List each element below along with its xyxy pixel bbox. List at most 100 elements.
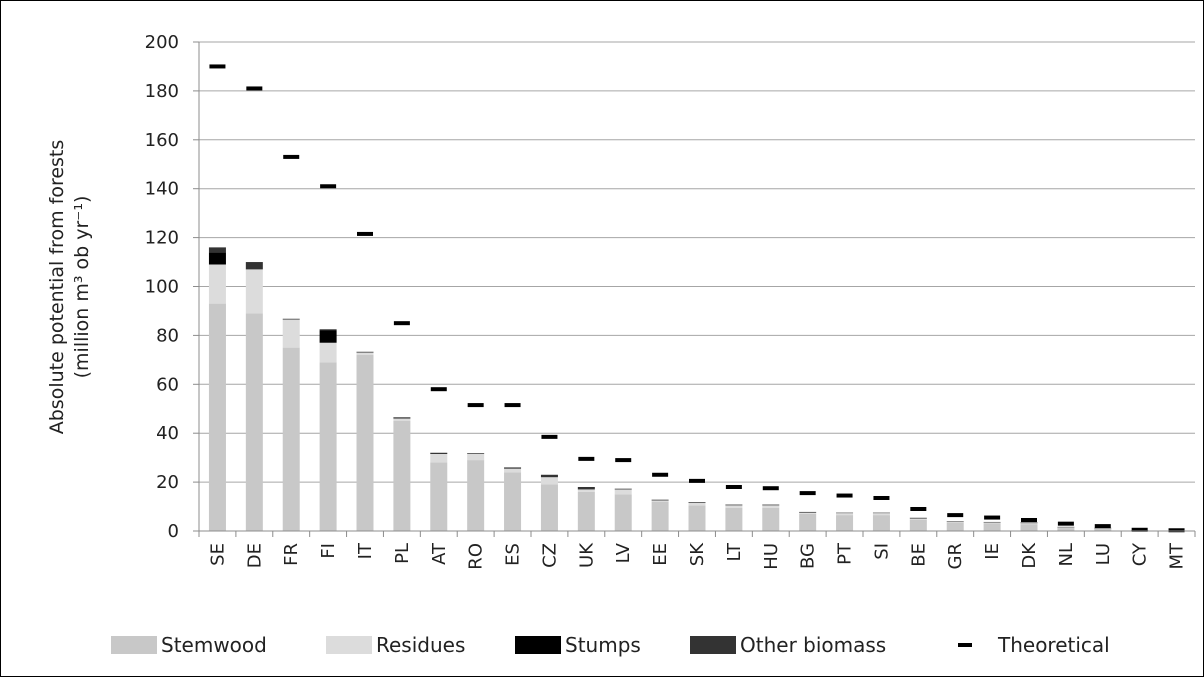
bar-other-biomass: [799, 511, 817, 513]
x-tick-label: PT: [835, 542, 856, 565]
bar-residues: [540, 477, 558, 485]
bar-other-biomass: [1057, 526, 1075, 528]
bar-other-biomass: [983, 521, 1001, 523]
bar-stemwood: [319, 362, 337, 531]
bar-stemwood: [393, 420, 411, 531]
bar-stemwood: [504, 472, 522, 531]
legend-swatch-stemwood: [111, 636, 157, 654]
x-tick-label: HU: [761, 543, 782, 570]
y-tick-label: 200: [145, 32, 179, 53]
theoretical-marker: [1021, 517, 1037, 522]
bar-residues: [208, 264, 226, 304]
bar-other-biomass: [282, 318, 300, 320]
theoretical-marker: [209, 64, 226, 69]
y-tick-label: 120: [145, 228, 179, 249]
bar-stemwood: [762, 507, 780, 531]
bar-stemwood: [577, 491, 595, 531]
theoretical-marker: [1131, 527, 1148, 532]
bar-other-biomass: [1020, 522, 1038, 524]
y-tick-label: 0: [168, 521, 179, 542]
bar-residues: [393, 418, 411, 421]
legend-label-other-biomass: Other biomass: [740, 633, 886, 657]
bar-residues: [836, 513, 854, 516]
y-tick-label: 100: [145, 277, 179, 298]
bar-other-biomass: [208, 247, 226, 253]
bar-residues: [799, 512, 817, 514]
theoretical-marker: [578, 456, 595, 461]
bar-stemwood: [356, 354, 374, 531]
y-tick-labels: 0 20 40 60 80 100 120 140 160 180 200: [145, 32, 179, 542]
bar-stemwood: [946, 522, 964, 531]
theoretical-marker: [1168, 528, 1185, 533]
bar-stemwood: [430, 462, 448, 531]
bar-residues: [983, 522, 1001, 524]
bar-residues: [245, 269, 263, 314]
legend-label-theoretical: Theoretical: [997, 633, 1110, 657]
y-tick-label: 20: [156, 472, 179, 493]
theoretical-marker: [541, 434, 558, 439]
legend-swatch-stumps: [515, 636, 561, 654]
x-tick-label: PL: [392, 543, 413, 564]
gridlines: [199, 41, 1195, 483]
legend-label-stemwood: Stemwood: [161, 633, 267, 657]
x-tick-label: FR: [281, 543, 302, 566]
theoretical-marker: [393, 321, 410, 326]
legend-swatch-other-biomass: [690, 636, 736, 654]
x-tick-label: FI: [318, 543, 339, 559]
bar-stemwood: [1057, 528, 1075, 531]
bar-residues: [1057, 527, 1075, 529]
bar-stemwood: [799, 513, 817, 531]
legend: Stemwood Residues Stumps Other biomass Theor…: [111, 633, 1110, 657]
bar-stemwood: [1094, 529, 1112, 531]
legend-swatch-theoretical: [958, 643, 972, 647]
x-tick-labels: SE DE FR FI IT PL AT RO ES CZ UK LV EE SK LT HU BG PT SI BE…: [207, 542, 1187, 570]
theoretical-marker: [615, 458, 632, 463]
bar-stumps: [319, 330, 337, 343]
bar-stemwood: [836, 515, 854, 531]
x-tick-label: IE: [982, 543, 1003, 560]
x-tick-label: SE: [207, 543, 228, 566]
legend-label-stumps: Stumps: [565, 633, 641, 657]
x-tick-label: CY: [1130, 542, 1151, 566]
axes: [193, 41, 1196, 537]
x-tick-label: RO: [466, 543, 487, 570]
bar-other-biomass: [872, 512, 890, 514]
theoretical-marker: [246, 86, 263, 91]
y-axis-label-units: (million m³ ob yr⁻¹): [71, 196, 93, 379]
x-tick-label: NL: [1056, 543, 1077, 567]
x-tick-label: BE: [908, 543, 929, 567]
bar-residues: [946, 521, 964, 523]
bar-other-biomass: [688, 502, 706, 503]
y-tick-label: 40: [156, 423, 179, 444]
bar-other-biomass: [909, 517, 927, 519]
x-tick-label: LT: [724, 542, 745, 562]
x-tick-label: UK: [576, 542, 597, 568]
x-tick-label: CZ: [539, 543, 560, 568]
bar-residues: [688, 502, 706, 506]
bar-other-biomass: [356, 351, 374, 353]
theoretical-marker: [1057, 521, 1074, 526]
bar-other-biomass: [725, 504, 743, 506]
theoretical-marker: [799, 491, 816, 496]
theoretical-marker: [836, 493, 853, 498]
x-tick-label: SK: [687, 542, 708, 566]
bar-other-biomass: [430, 452, 448, 454]
bar-stemwood: [1020, 524, 1038, 531]
bar-other-biomass: [467, 453, 485, 454]
bar-residues: [467, 453, 485, 461]
bar-residues: [762, 505, 780, 508]
x-tick-label: MT: [1167, 542, 1188, 570]
theoretical-marker: [467, 403, 484, 408]
x-tick-label: SI: [871, 543, 892, 560]
x-tick-label: GR: [945, 543, 966, 569]
x-tick-label: LV: [613, 542, 634, 563]
x-tick-label: IT: [355, 542, 376, 559]
theoretical-marker: [504, 403, 521, 408]
bar-residues: [430, 453, 448, 463]
bar-residues: [504, 468, 522, 473]
theoretical-marker: [689, 478, 705, 483]
bar-stemwood: [208, 303, 226, 531]
bar-stemwood: [614, 494, 632, 531]
theoretical-marker: [984, 515, 1001, 520]
